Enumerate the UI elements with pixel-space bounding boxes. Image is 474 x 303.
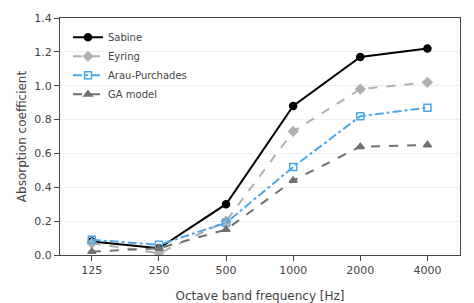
svg-text:2000: 2000 [346,264,374,277]
svg-text:Sabine: Sabine [108,32,142,43]
svg-text:500: 500 [216,264,237,277]
svg-text:Octave band frequency [Hz]: Octave band frequency [Hz] [175,289,344,303]
svg-text:1.4: 1.4 [34,12,52,25]
svg-text:1.0: 1.0 [34,80,52,93]
svg-text:Arau-Purchades: Arau-Purchades [108,70,187,81]
svg-text:0.0: 0.0 [34,249,52,262]
svg-text:0.6: 0.6 [34,147,52,160]
svg-text:0.4: 0.4 [34,181,52,194]
svg-text:1000: 1000 [279,264,307,277]
svg-text:Absorption coefficient: Absorption coefficient [15,71,29,203]
svg-text:1.2: 1.2 [34,46,52,59]
svg-text:250: 250 [148,264,169,277]
svg-text:0.2: 0.2 [34,215,52,228]
svg-text:125: 125 [81,264,102,277]
svg-text:0.8: 0.8 [34,113,52,126]
svg-text:Eyring: Eyring [108,51,140,62]
svg-text:GA model: GA model [108,89,157,100]
svg-text:4000: 4000 [413,264,441,277]
